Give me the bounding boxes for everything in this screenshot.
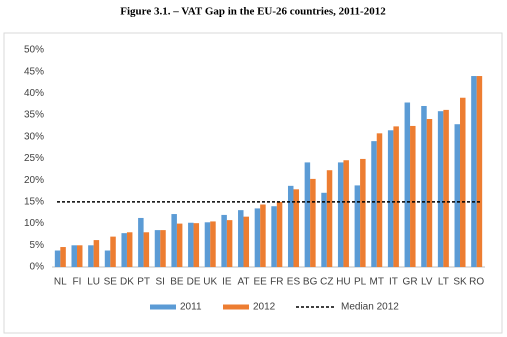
bar bbox=[454, 124, 461, 268]
y-tick-label: 0% bbox=[30, 262, 45, 273]
x-tick-label: LV bbox=[421, 277, 433, 288]
bar bbox=[171, 214, 177, 267]
bar bbox=[188, 222, 194, 267]
bar bbox=[71, 245, 77, 267]
x-tick-label: HU bbox=[336, 277, 350, 288]
bar bbox=[426, 119, 433, 267]
bar bbox=[343, 160, 349, 267]
x-tick-label: SI bbox=[156, 277, 165, 288]
bar bbox=[421, 105, 427, 268]
bar bbox=[110, 236, 116, 267]
y-tick-label: 20% bbox=[24, 175, 44, 186]
x-tick-label: EE bbox=[254, 277, 268, 288]
y-tick-label: 5% bbox=[30, 240, 45, 251]
y-tick-label: 30% bbox=[24, 131, 44, 142]
x-tick-label: NL bbox=[54, 277, 67, 288]
bar bbox=[304, 162, 311, 267]
bar bbox=[276, 201, 283, 267]
x-tick-label: GR bbox=[403, 277, 418, 288]
x-tick-label: LU bbox=[87, 277, 100, 288]
bar bbox=[221, 214, 227, 267]
x-tick-label: PT bbox=[137, 277, 150, 288]
bar bbox=[410, 125, 416, 267]
x-tick-label: AT bbox=[237, 277, 249, 288]
legend-label: Median 2012 bbox=[341, 302, 399, 313]
bar bbox=[271, 206, 277, 267]
bar bbox=[60, 247, 66, 267]
y-tick-label: 35% bbox=[24, 110, 44, 121]
x-tick-label: DK bbox=[120, 277, 134, 288]
bar bbox=[287, 185, 294, 267]
x-tick-label: MT bbox=[370, 277, 384, 288]
bar bbox=[104, 250, 111, 267]
bar bbox=[337, 162, 344, 267]
x-tick-label: UK bbox=[203, 277, 217, 288]
bar bbox=[293, 189, 299, 267]
legend-swatch bbox=[150, 304, 176, 310]
y-tick-label: 45% bbox=[24, 66, 44, 77]
bar bbox=[471, 76, 477, 267]
bar bbox=[354, 185, 361, 267]
bar bbox=[154, 230, 161, 267]
bar bbox=[121, 233, 127, 267]
bar bbox=[176, 223, 183, 267]
bar bbox=[393, 126, 399, 267]
bar bbox=[76, 245, 83, 267]
bar bbox=[138, 217, 144, 267]
chart-frame bbox=[3, 32, 503, 334]
bar bbox=[443, 109, 449, 267]
bar bbox=[143, 232, 150, 267]
bar bbox=[360, 158, 366, 267]
y-tick-label: 40% bbox=[24, 88, 44, 99]
bar bbox=[243, 216, 250, 267]
bar bbox=[310, 178, 316, 267]
x-tick-label: DE bbox=[187, 277, 201, 288]
x-tick-label: SK bbox=[453, 277, 467, 288]
x-tick-label: ES bbox=[287, 277, 301, 288]
bar bbox=[437, 111, 444, 267]
bar bbox=[404, 102, 411, 267]
chart-title: Figure 3.1. – VAT Gap in the EU-26 count… bbox=[120, 6, 386, 18]
bar bbox=[238, 210, 244, 267]
x-tick-label: IE bbox=[222, 277, 232, 288]
x-tick-label: RO bbox=[469, 277, 484, 288]
bar bbox=[321, 192, 327, 267]
bar bbox=[387, 130, 394, 267]
x-tick-label: BG bbox=[303, 277, 318, 288]
bar bbox=[226, 220, 233, 267]
x-tick-label: CZ bbox=[320, 277, 333, 288]
x-tick-label: SE bbox=[104, 277, 118, 288]
x-tick-label: PL bbox=[354, 277, 367, 288]
y-tick-label: 10% bbox=[24, 218, 44, 229]
x-tick-label: IT bbox=[389, 277, 398, 288]
y-tick-label: 25% bbox=[24, 153, 44, 164]
bar bbox=[193, 223, 200, 267]
bar bbox=[88, 245, 94, 267]
y-tick-label: 50% bbox=[24, 45, 44, 56]
bar bbox=[210, 221, 216, 267]
bar bbox=[254, 208, 261, 267]
bar bbox=[260, 204, 266, 267]
bar bbox=[326, 170, 333, 267]
legend-swatch bbox=[223, 304, 249, 310]
legend-label: 2011 bbox=[180, 302, 202, 313]
bar bbox=[376, 133, 383, 267]
x-tick-label: FR bbox=[270, 277, 283, 288]
bar bbox=[371, 141, 377, 267]
bar bbox=[204, 222, 211, 267]
x-tick-label: BE bbox=[170, 277, 184, 288]
legend-label: 2012 bbox=[253, 302, 276, 313]
x-tick-label: LT bbox=[438, 277, 449, 288]
bar bbox=[160, 230, 166, 267]
bar bbox=[460, 97, 466, 268]
bar bbox=[93, 240, 100, 267]
bar bbox=[476, 76, 483, 267]
bar bbox=[54, 250, 61, 267]
y-tick-label: 15% bbox=[24, 197, 44, 208]
x-tick-label: FI bbox=[73, 277, 82, 288]
bar bbox=[126, 232, 133, 267]
